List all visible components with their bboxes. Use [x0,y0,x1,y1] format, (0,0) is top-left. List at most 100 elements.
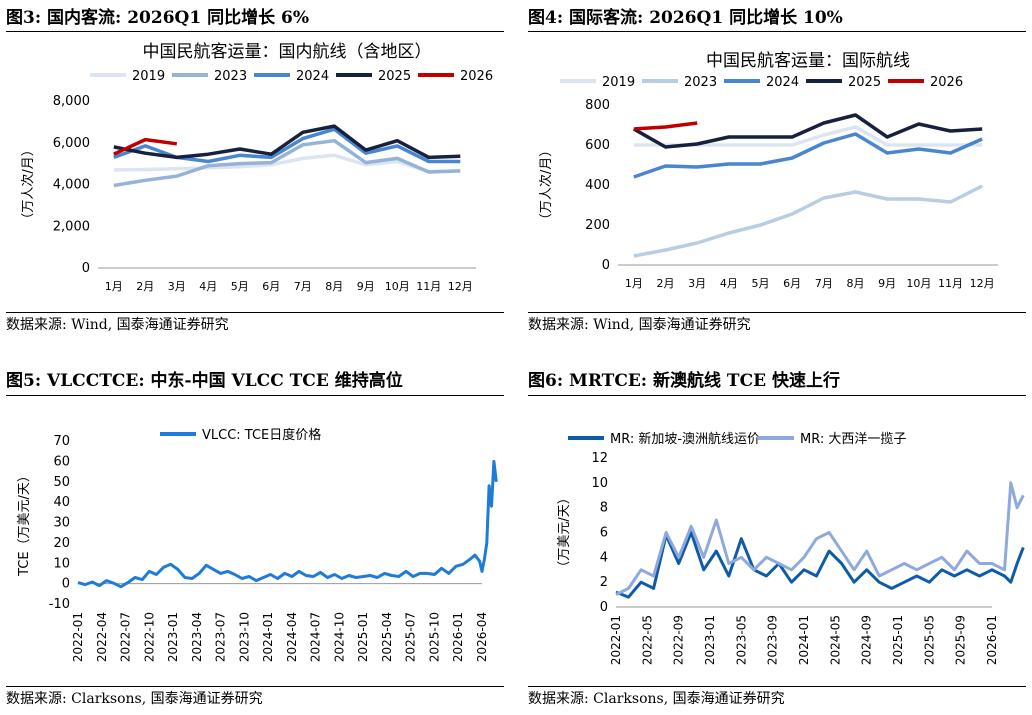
y-tick-label: 10 [53,556,70,571]
x-tick-label: 6月 [783,277,801,290]
x-tick-label: 2025-01 [891,615,905,665]
y-tick-label: 40 [53,495,70,510]
x-tick-label: 2024-09 [860,615,874,665]
y-axis-label: （万美元/天） [557,491,572,573]
line-chart: 0 2 4 6 8 10 12 （万美元/天） 2022-01 2022-05 2022-09 202… [557,431,1025,665]
x-tick-label: 2022-07 [119,612,133,662]
x-tick-label: 2023-05 [734,615,748,665]
legend-label: MR: 新加坡-澳洲航线运价 [610,431,760,447]
legend-label: 2019 [132,69,165,84]
x-tick-label: 2024-01 [261,612,275,662]
legend-label: 2024 [766,75,799,90]
y-tick-label: 600 [585,138,610,153]
y-tick-label: 800 [585,98,610,113]
y-tick-label: 2 [600,575,608,590]
series-line-2025 [632,113,983,149]
x-tick-label: 2023-04 [190,612,204,662]
x-tick-label: 2025-01 [356,612,370,662]
y-tick-label: 30 [53,516,70,531]
y-tick-label: 70 [53,434,70,449]
x-tick-label: 2024-07 [309,612,323,662]
x-tick-label: 4月 [720,277,738,290]
legend-label: 2026 [930,75,963,90]
x-tick-label: 2023-07 [214,612,228,662]
x-tick-label: 5月 [752,277,770,290]
y-tick-label: 0 [602,258,610,273]
x-tick-label: 2024-04 [285,612,299,662]
title-rule [528,395,1026,396]
x-tick-label: 3月 [688,277,706,290]
legend-label: 2024 [296,69,329,84]
y-tick-label: 8 [600,501,608,516]
y-tick-label: 60 [53,454,70,469]
x-tick-label: 7月 [815,277,833,290]
source-note: 数据来源: Clarksons, 国泰海通证券研究 [6,691,263,707]
x-tick-label: 2024-01 [797,615,811,665]
y-tick-label: 6,000 [53,136,90,151]
chart-title: 中国民航客运量：国内航线（含地区） [143,42,432,62]
title-rule [6,395,504,396]
source-rule [6,312,504,313]
title-rule [6,31,504,32]
y-axis-label: （万人次/月） [20,143,36,225]
series-line-2024 [633,132,983,179]
x-tick-label: 2026-01 [985,615,999,665]
y-tick-label: 10 [591,476,608,491]
y-tick-label: 20 [53,536,70,551]
x-tick-label: 12月 [970,277,995,290]
source-note: 数据来源: Clarksons, 国泰海通证券研究 [528,691,785,707]
x-tick-label: 2022-01 [71,612,85,662]
line-chart: -10 0 10 20 30 40 50 60 70 TCE（万美元/天） 2022-01 2022-… [17,427,498,662]
x-tick-label: 7月 [294,280,312,293]
legend-label: 2025 [378,69,411,84]
x-tick-label: 2024-10 [332,612,346,662]
x-tick-label: 8月 [325,280,343,293]
y-tick-label: 2,000 [53,219,90,234]
x-tick-label: 8月 [847,277,865,290]
x-tick-label: 6月 [262,280,280,293]
x-tick-label: 10月 [906,277,931,290]
source-rule [6,686,504,687]
figure-3-panel: 图3: 国内客流: 2026Q1 同比增长 6% 中国民航客运量：国内航线（含地… [6,0,504,345]
y-tick-label: 12 [591,451,608,466]
series-line-2023 [633,184,983,258]
source-rule [528,686,1026,687]
legend-label: 2019 [602,75,635,90]
legend-label: 2026 [460,69,493,84]
figure-6-panel: 图6: MRTCE: 新澳航线 TCE 快速上行 0 2 4 6 8 10 12 （万美元/天… [528,365,1026,715]
figure-title: 图5: VLCCTCE: 中东-中国 VLCC TCE 维持高位 [6,371,403,391]
x-tick-label: 12月 [448,280,473,293]
title-rule [528,31,1026,32]
legend-label: MR: 大西洋一揽子 [800,431,906,447]
x-tick-label: 11月 [938,277,963,290]
x-tick-label: 10月 [385,280,410,293]
y-tick-label: 6 [600,526,608,541]
legend-label: 2023 [684,75,717,90]
source-note: 数据来源: Wind, 国泰海通证券研究 [528,317,751,333]
y-tick-label: 8,000 [53,94,90,109]
x-tick-label: 2026-04 [475,612,489,662]
x-tick-label: 11月 [416,280,441,293]
y-tick-label: 200 [585,218,610,233]
y-axis-label: TCE（万美元/天） [17,469,32,577]
series-line-2026 [113,137,178,156]
x-tick-label: 2023-10 [237,612,251,662]
series-line-2026 [633,121,698,131]
figure-4-panel: 图4: 国际客流: 2026Q1 同比增长 10% 中国民航客运量：国际航线 0 2… [528,0,1026,345]
x-tick-label: 2025-07 [404,612,418,662]
series-line-2019 [113,153,461,174]
x-tick-label: 9月 [878,277,896,290]
y-tick-label: 50 [53,475,70,490]
x-tick-label: 2025-05 [922,615,936,665]
x-tick-label: 2月 [136,280,154,293]
x-tick-label: 5月 [231,280,249,293]
y-tick-label: 4,000 [53,178,90,193]
y-tick-label: -10 [49,597,70,612]
legend-label: VLCC: TCE日度价格 [202,427,321,443]
series-line-2023 [113,138,461,188]
figure-title: 图4: 国际客流: 2026Q1 同比增长 10% [528,8,843,28]
x-tick-label: 2025-10 [427,612,441,662]
x-tick-label: 2月 [657,277,675,290]
y-tick-label: 0 [62,577,70,592]
x-tick-label: 9月 [357,280,375,293]
